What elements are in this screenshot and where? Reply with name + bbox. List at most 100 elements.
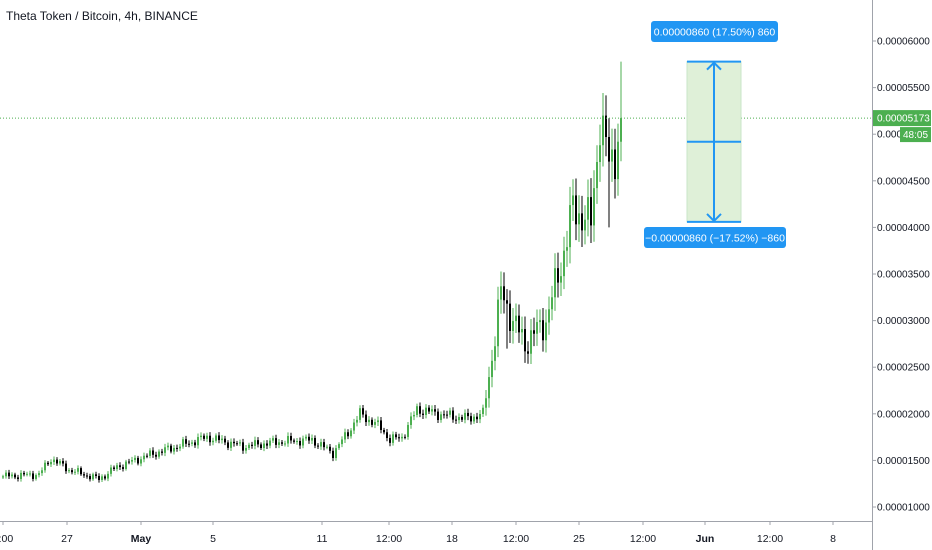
time-tick-label: 18 [446, 533, 458, 545]
candle-body [194, 442, 196, 446]
candle-body [512, 321, 514, 331]
candle-body [47, 462, 49, 465]
candle-body [173, 447, 175, 452]
candle-body [449, 410, 451, 415]
time-tick-label: Jun [696, 533, 715, 545]
candle-body [305, 436, 307, 439]
candle-body [131, 459, 133, 462]
candle-body [260, 444, 262, 448]
candle-body [164, 447, 166, 453]
candle-body [347, 432, 349, 437]
time-tick-label: 11 [317, 533, 328, 545]
candle-body [602, 115, 604, 146]
candle-body [185, 439, 187, 444]
candle-body [452, 410, 454, 420]
candle-body [416, 406, 418, 415]
candle-body [326, 446, 328, 448]
candle-body [479, 414, 481, 420]
candle-body [287, 436, 289, 444]
candle-body [545, 322, 547, 341]
candle-body [356, 419, 358, 423]
candle-body [323, 442, 325, 448]
candle-body [431, 409, 433, 412]
candle-body [221, 438, 223, 441]
candle-body [158, 451, 160, 457]
candle-body [29, 473, 31, 475]
candle-body [527, 351, 529, 354]
candle-body [383, 429, 385, 433]
candle-body [497, 299, 499, 347]
candle-body [362, 408, 364, 415]
candle-body [293, 440, 295, 442]
candle-body [302, 438, 304, 446]
candle-body [83, 474, 85, 476]
candle-body [491, 360, 493, 378]
candle-body [392, 434, 394, 443]
candle-body [137, 457, 139, 464]
candle-body [587, 197, 589, 220]
candle-body [578, 213, 580, 225]
candle-body [599, 145, 601, 162]
candle-body [155, 454, 157, 457]
candle-body [239, 442, 241, 444]
candle-body [161, 451, 163, 453]
candle-body [500, 286, 502, 300]
candle-body [494, 346, 496, 361]
candle-body [233, 441, 235, 444]
candle-body [581, 213, 583, 231]
time-tick-label: May [131, 533, 152, 545]
price-tick-label: 0.00001000 [877, 503, 930, 514]
candle-body [77, 468, 79, 472]
candle-body [425, 407, 427, 415]
last-price-label: 0.00005173 [877, 114, 930, 125]
candle-body [71, 470, 73, 473]
candle-body [2, 476, 4, 478]
candle-body [395, 434, 397, 438]
candle-body [533, 330, 535, 334]
candle-body [74, 471, 76, 473]
candles-layer [2, 61, 622, 483]
time-tick-label: 12:00 [503, 533, 529, 545]
candle-body [440, 414, 442, 421]
candle-body [191, 442, 193, 444]
candle-body [488, 377, 490, 399]
candle-body [575, 195, 577, 225]
candle-body [44, 462, 46, 471]
countdown-label: 48:05 [903, 130, 928, 141]
candle-body [515, 315, 517, 322]
candle-body [611, 149, 613, 162]
candle-body [422, 413, 424, 415]
candle-body [188, 443, 190, 445]
candle-body [461, 417, 463, 420]
candle-body [17, 477, 19, 479]
price-tick-label: 0.00005500 [877, 83, 930, 94]
candle-body [407, 424, 409, 437]
measure-tool[interactable]: 0.00000860 (17.50%) 860 −0.00000860 (−17.… [644, 21, 786, 248]
candle-body [95, 474, 97, 476]
candle-body [245, 448, 247, 451]
candle-body [593, 188, 595, 226]
candle-body [584, 219, 586, 231]
measure-upper-label-bg [651, 21, 778, 42]
candle-body [368, 419, 370, 423]
symbol-title: Theta Token / Bitcoin, 4h, BINANCE [6, 9, 198, 23]
candle-body [455, 419, 457, 421]
candle-body [572, 195, 574, 206]
candle-body [374, 422, 376, 425]
candle-body [335, 448, 337, 459]
candle-body [470, 416, 472, 422]
candle-body [230, 441, 232, 448]
candle-body [434, 409, 436, 412]
time-axis[interactable]: 2:00 27 May 5 11 12:00 18 12:00 25 12:00 Jun 12:00 8 [0, 521, 873, 545]
candle-body [506, 300, 508, 304]
candle-body [608, 137, 610, 162]
candle-body [446, 414, 448, 416]
candle-body [521, 329, 523, 333]
candle-body [542, 320, 544, 341]
candle-body [119, 465, 121, 468]
candle-body [539, 320, 541, 323]
measure-upper-label: 0.00000860 (17.50%) 860 [654, 27, 776, 39]
price-axis[interactable]: 0.000060000.000055000.000050000.00004500… [872, 0, 931, 550]
candle-body [200, 435, 202, 438]
